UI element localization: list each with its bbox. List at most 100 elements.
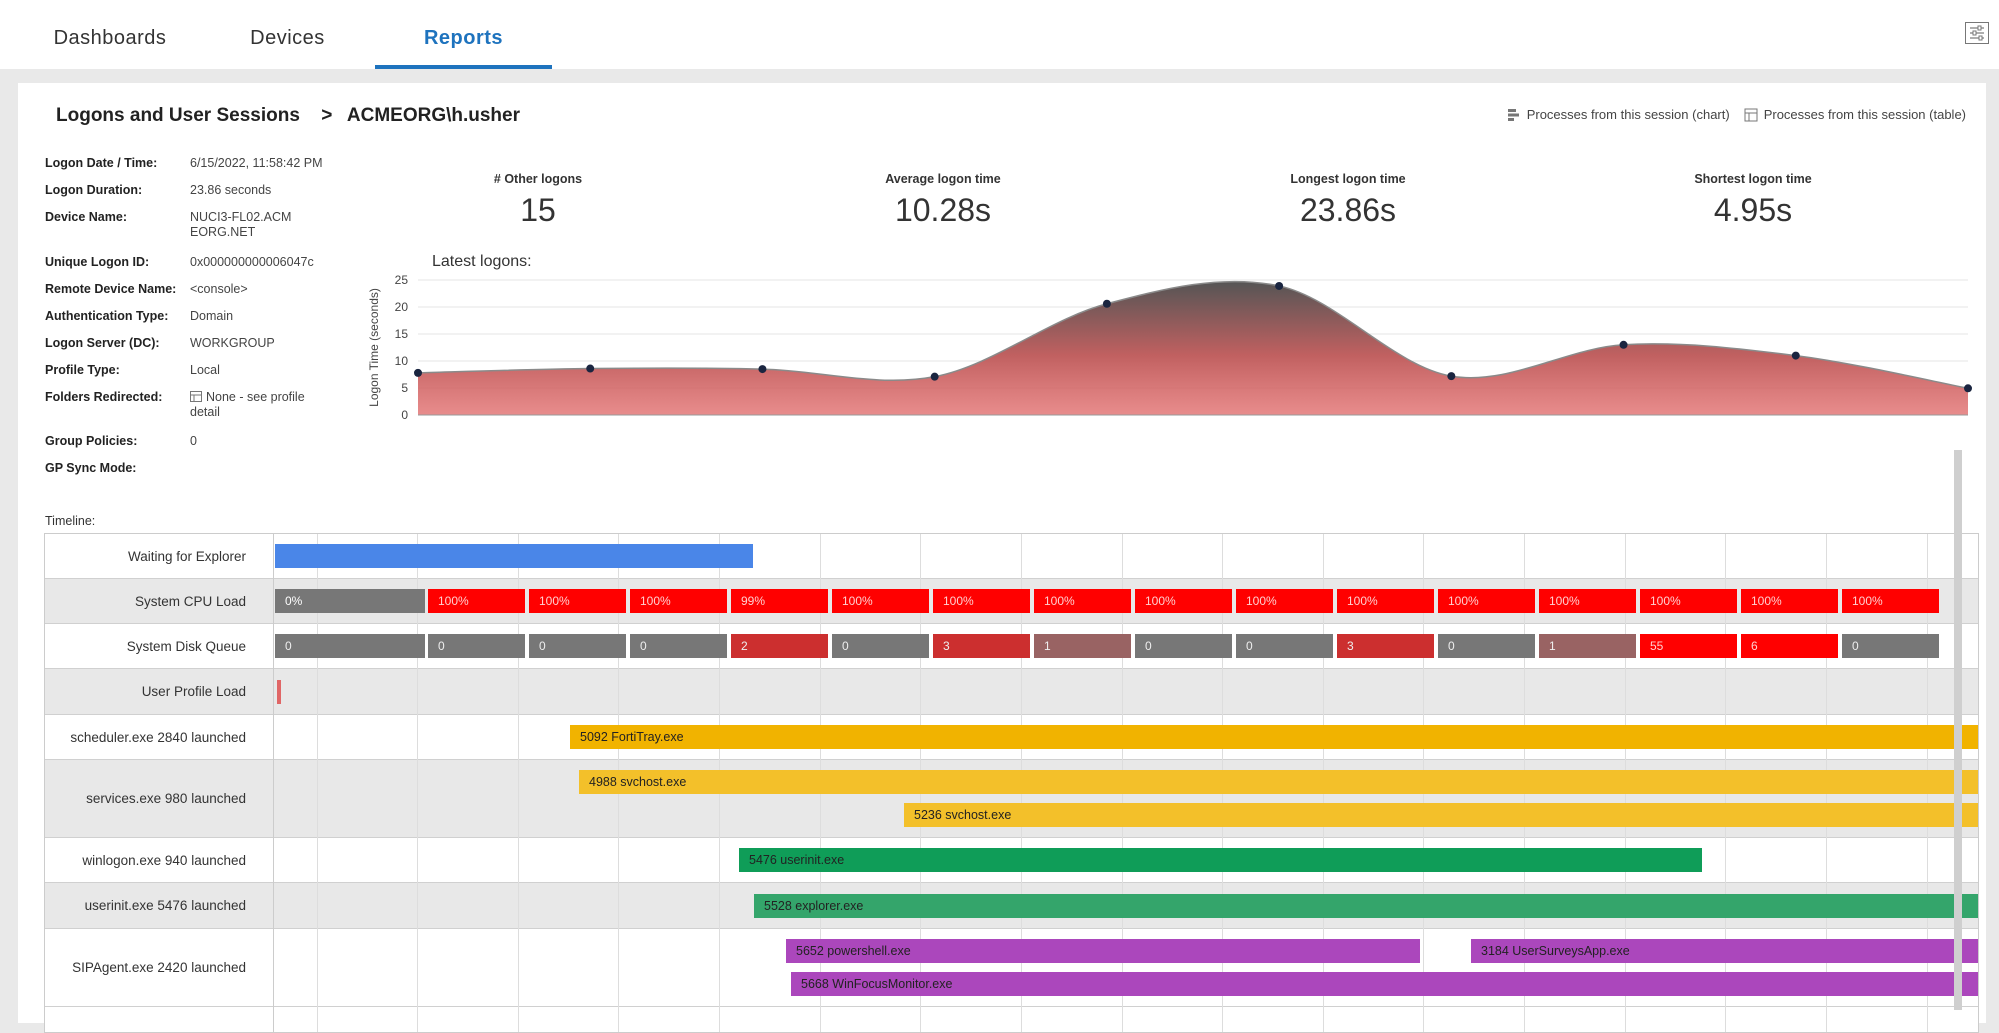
- logon-data-point[interactable]: [1791, 351, 1800, 360]
- logon-data-point[interactable]: [1447, 372, 1456, 381]
- detail-value[interactable]: None - see profile detail: [190, 390, 320, 420]
- disk-queue-segment[interactable]: 1: [1034, 634, 1131, 658]
- logon-data-point[interactable]: [414, 368, 422, 377]
- cpu-load-segment[interactable]: 100%: [933, 589, 1030, 613]
- profile-load-bar[interactable]: [277, 680, 281, 704]
- timeline-label: Timeline:: [45, 514, 96, 528]
- process-bar-powershell[interactable]: 5652 powershell.exe: [786, 939, 1420, 963]
- disk-queue-segment[interactable]: 0: [1842, 634, 1939, 658]
- cpu-load-segment[interactable]: 100%: [428, 589, 525, 613]
- timeline-row-explorer: Waiting for Explorer: [45, 534, 1978, 579]
- cpu-load-segment[interactable]: 100%: [630, 589, 727, 613]
- stat-average-logon: Average logon time 10.28s: [793, 172, 1093, 229]
- cpu-load-segment[interactable]: 100%: [1741, 589, 1838, 613]
- y-tick-label: 25: [395, 273, 409, 287]
- logon-data-point[interactable]: [1102, 299, 1111, 308]
- row-label: scheduler.exe 2840 launched: [70, 730, 246, 745]
- process-bar-svchost-5236[interactable]: 5236 svchost.exe: [904, 803, 1978, 827]
- timeline-chart: Waiting for Explorer System CPU Load Sys…: [44, 533, 1979, 1033]
- tab-dashboards[interactable]: Dashboards: [53, 27, 167, 49]
- detail-value: 6/15/2022, 11:58:42 PM: [190, 156, 323, 170]
- detail-value: WORKGROUP: [190, 336, 275, 350]
- tab-reports[interactable]: Reports: [375, 0, 552, 69]
- cpu-load-segment[interactable]: 100%: [1438, 589, 1535, 613]
- process-bar-winfocus[interactable]: 5668 WinFocusMonitor.exe: [791, 972, 1978, 996]
- detail-value: Domain: [190, 309, 234, 323]
- sliders-icon[interactable]: [1965, 22, 1989, 44]
- breadcrumb-separator: >: [321, 105, 333, 126]
- bar-chart-icon: [1507, 108, 1519, 121]
- processes-table-link[interactable]: Processes from this session (table): [1744, 107, 1966, 122]
- timeline-row-scheduler: scheduler.exe 2840 launched: [45, 715, 1978, 760]
- process-bar-usersurveys[interactable]: 3184 UserSurveysApp.exe: [1471, 939, 1978, 963]
- explorer-wait-bar[interactable]: [275, 544, 753, 568]
- timeline-scrollbar[interactable]: [1954, 450, 1962, 1010]
- disk-queue-segment[interactable]: 2: [731, 634, 828, 658]
- process-bar-fortitray[interactable]: 5092 FortiTray.exe: [570, 725, 1978, 749]
- stat-value: 15: [520, 192, 556, 228]
- logon-data-point[interactable]: [930, 372, 939, 381]
- detail-label: Logon Duration:: [45, 183, 143, 197]
- cpu-load-segment[interactable]: 100%: [1640, 589, 1737, 613]
- row-label: User Profile Load: [141, 684, 246, 699]
- disk-queue-segment[interactable]: 0: [630, 634, 727, 658]
- detail-value: 0x000000000006047c: [190, 255, 314, 269]
- disk-queue-segment[interactable]: 0: [529, 634, 626, 658]
- detail-label: Device Name:: [45, 210, 127, 224]
- stat-label: Shortest logon time: [1694, 172, 1812, 186]
- disk-queue-segment[interactable]: 1: [1539, 634, 1636, 658]
- logon-data-point[interactable]: [1275, 281, 1284, 290]
- cpu-load-segment[interactable]: 100%: [1337, 589, 1434, 613]
- disk-queue-segment[interactable]: 6: [1741, 634, 1838, 658]
- row-label: SIPAgent.exe 2420 launched: [72, 960, 246, 975]
- disk-queue-segment[interactable]: 3: [1337, 634, 1434, 658]
- y-tick-label: 15: [395, 327, 409, 341]
- cpu-load-segment[interactable]: 100%: [1034, 589, 1131, 613]
- timeline-gridline: [317, 534, 318, 1032]
- logon-data-point[interactable]: [758, 365, 767, 374]
- disk-queue-segment[interactable]: 0: [1236, 634, 1333, 658]
- detail-label: Group Policies:: [45, 434, 138, 448]
- breadcrumb-parent[interactable]: Logons and User Sessions: [56, 105, 300, 126]
- disk-queue-segment[interactable]: 55: [1640, 634, 1737, 658]
- disk-queue-segment[interactable]: 3: [933, 634, 1030, 658]
- cpu-load-segment[interactable]: 100%: [1539, 589, 1636, 613]
- stat-label: # Other logons: [493, 172, 583, 186]
- stat-shortest-logon: Shortest logon time 4.95s: [1603, 172, 1903, 229]
- cpu-load-segment[interactable]: 0%: [275, 589, 425, 613]
- disk-queue-segment[interactable]: 0: [1135, 634, 1232, 658]
- processes-chart-label: Processes from this session (chart): [1526, 107, 1730, 122]
- row-label: Waiting for Explorer: [127, 549, 246, 564]
- stat-value: 23.86s: [1299, 192, 1397, 228]
- y-axis-label: Logon Time (seconds): [367, 288, 381, 407]
- cpu-load-segment[interactable]: 100%: [529, 589, 626, 613]
- disk-queue-segment[interactable]: 0: [832, 634, 929, 658]
- folders-redirected-link[interactable]: None - see profile detail: [190, 390, 305, 419]
- cpu-load-segment[interactable]: 100%: [1236, 589, 1333, 613]
- top-navigation: Dashboards Devices Reports: [0, 0, 1999, 69]
- process-bar-svchost-4988[interactable]: 4988 svchost.exe: [579, 770, 1978, 794]
- detail-value: <console>: [190, 282, 248, 296]
- logon-data-point[interactable]: [1619, 340, 1628, 349]
- breadcrumb: Logons and User Sessions > ACMEORG\h.ush…: [56, 105, 526, 127]
- detail-label: Unique Logon ID:: [45, 255, 150, 269]
- logon-time-line: [417, 280, 1969, 390]
- cpu-load-segment[interactable]: 100%: [1842, 589, 1939, 613]
- stat-other-logons: # Other logons 15: [388, 172, 688, 229]
- disk-queue-segment[interactable]: 0: [1438, 634, 1535, 658]
- disk-queue-segment[interactable]: 0: [428, 634, 525, 658]
- y-tick-label: 0: [401, 408, 408, 422]
- logon-data-point[interactable]: [1964, 384, 1972, 393]
- timeline-gridline: [518, 534, 519, 1032]
- disk-queue-segment[interactable]: 0: [275, 634, 425, 658]
- row-label: userinit.exe 5476 launched: [84, 898, 246, 913]
- logon-data-point[interactable]: [586, 364, 595, 373]
- tab-devices[interactable]: Devices: [250, 27, 325, 49]
- cpu-load-segment[interactable]: 100%: [1135, 589, 1232, 613]
- process-bar-explorer[interactable]: 5528 explorer.exe: [754, 894, 1978, 918]
- processes-chart-link[interactable]: Processes from this session (chart): [1507, 107, 1730, 122]
- process-bar-userinit[interactable]: 5476 userinit.exe: [739, 848, 1702, 872]
- cpu-load-segment[interactable]: 100%: [832, 589, 929, 613]
- timeline-divider: [273, 534, 274, 1032]
- cpu-load-segment[interactable]: 99%: [731, 589, 828, 613]
